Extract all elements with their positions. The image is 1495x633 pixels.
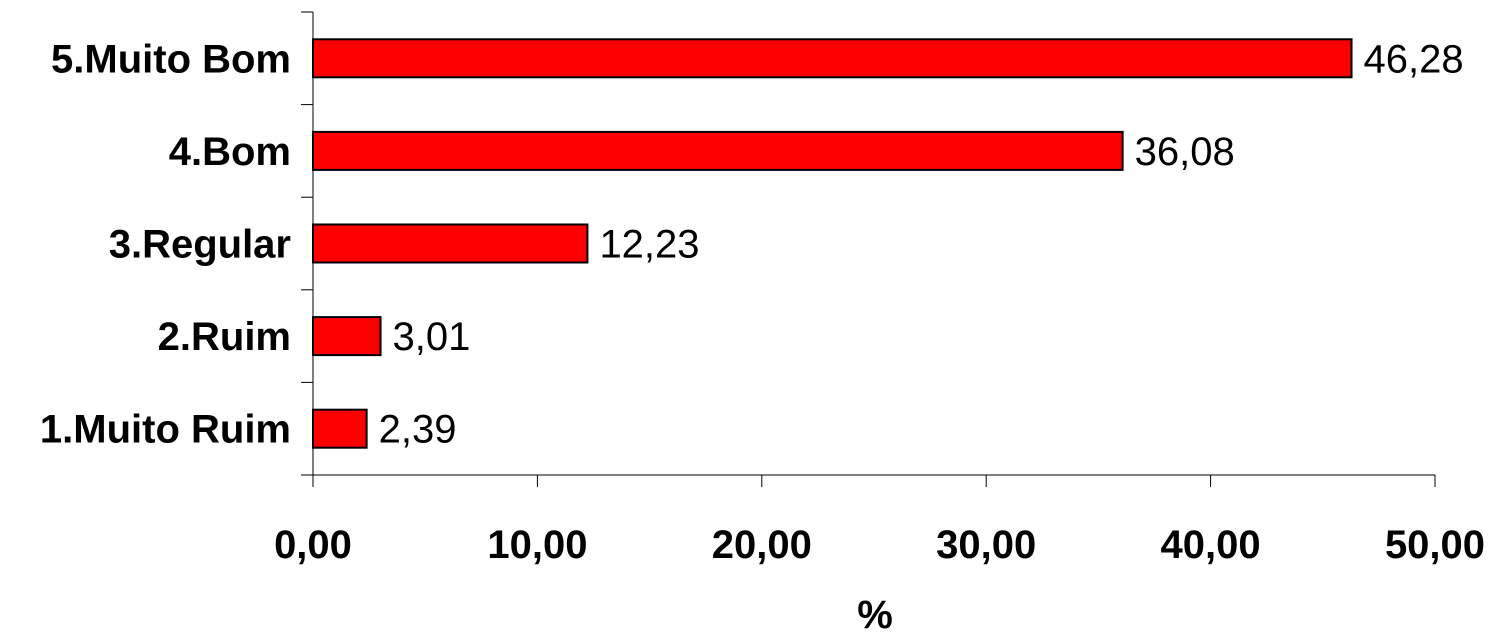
x-axis-title: % <box>857 593 893 633</box>
bar <box>312 408 368 449</box>
x-tick-label: 40,00 <box>1161 523 1261 567</box>
labels: 0,00 10,00 20,00 30,00 40,00 50,00 1.Muito Rui… <box>40 37 1485 567</box>
data-label: 3,01 <box>393 315 471 359</box>
category-label: 2.Ruim <box>158 315 291 359</box>
data-label: 46,28 <box>1364 37 1464 81</box>
x-tick-label: 30,00 <box>936 523 1036 567</box>
x-tick-label: 0,00 <box>274 523 352 567</box>
category-label: 4.Bom <box>169 130 291 174</box>
x-tick-label: 50,00 <box>1385 523 1485 567</box>
bar <box>312 223 589 264</box>
bars <box>312 38 1353 449</box>
category-label: 1.Muito Ruim <box>40 408 291 452</box>
x-tick-label: 20,00 <box>712 523 812 567</box>
data-label: 2,39 <box>379 408 457 452</box>
bar <box>312 38 1353 79</box>
data-label: 36,08 <box>1135 130 1235 174</box>
bar <box>312 316 382 357</box>
data-label: 12,23 <box>599 223 699 267</box>
x-tick-label: 10,00 <box>487 523 587 567</box>
bar <box>312 130 1124 171</box>
category-label: 3.Regular <box>109 223 291 267</box>
category-label: 5.Muito Bom <box>51 37 291 81</box>
